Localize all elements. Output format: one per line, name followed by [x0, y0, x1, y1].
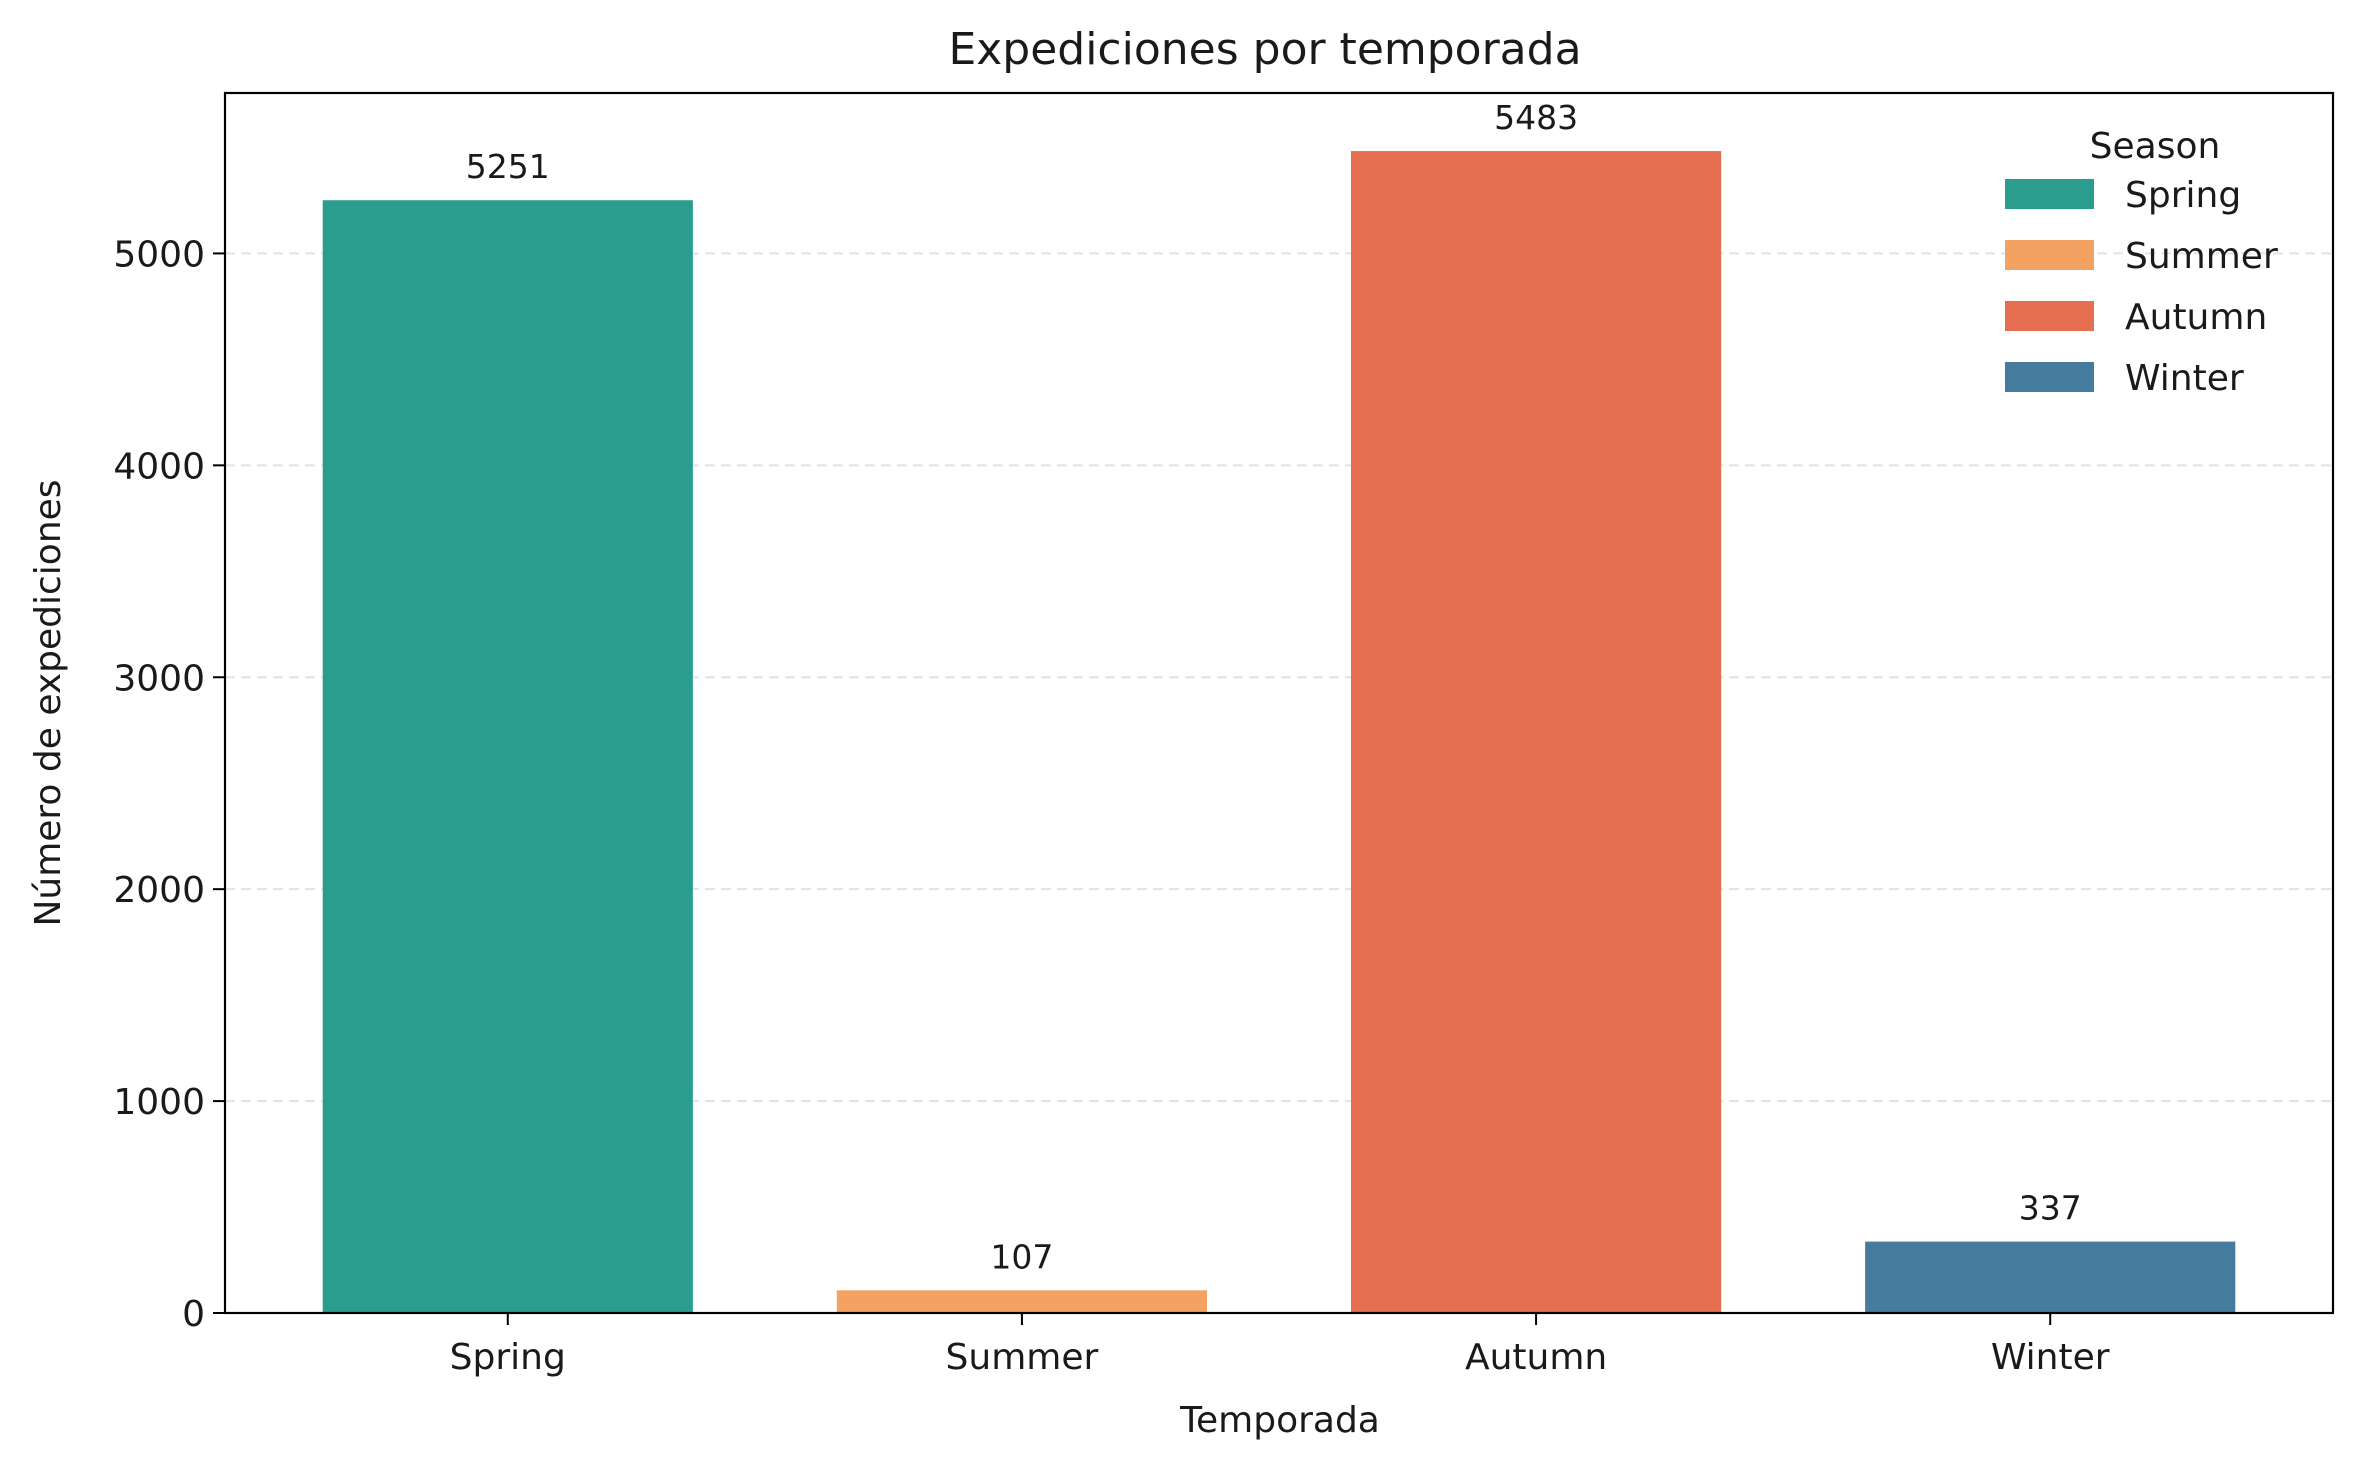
plot-frame [223, 91, 2335, 1315]
y-axis-label: Número de expediciones [28, 479, 69, 926]
y-tick-label: 2000 [113, 870, 205, 911]
bar-value-label: 5483 [1494, 98, 1578, 137]
bar-value-label: 107 [990, 1237, 1053, 1276]
legend-label: Winter [2125, 358, 2244, 399]
x-tick-label: Spring [450, 1337, 566, 1378]
legend-swatch-summer [2005, 240, 2094, 270]
x-tick-label: Autumn [1465, 1337, 1607, 1378]
y-tick-label: 3000 [113, 658, 205, 699]
y-tick-label: 1000 [113, 1082, 205, 1123]
bar-winter [1865, 1241, 2236, 1313]
x-axis: Spring Summer Autumn Winter [450, 1313, 2110, 1378]
bar-value-label: 5251 [466, 147, 550, 186]
legend-swatch-winter [2005, 362, 2094, 392]
y-tick-label: 5000 [113, 234, 205, 275]
chart-title: Expediciones por temporada [948, 24, 1581, 75]
bar-autumn [1350, 151, 1722, 1314]
x-tick-label: Winter [1991, 1337, 2110, 1378]
x-axis-label: Temporada [1179, 1400, 1380, 1441]
bar-spring [322, 200, 693, 1313]
legend-label: Summer [2125, 236, 2278, 277]
bar-summer [836, 1290, 1208, 1313]
legend-swatch-spring [2005, 179, 2094, 209]
y-tick-label: 4000 [113, 446, 205, 487]
legend-swatch-autumn [2005, 301, 2094, 331]
y-tick-label: 0 [182, 1294, 205, 1335]
bar-value-label: 337 [2019, 1189, 2082, 1228]
bar-value-labels: 5251 107 5483 337 [466, 98, 2082, 1276]
legend: Season Spring Summer Autumn Winter [2005, 126, 2278, 399]
legend-label: Spring [2125, 175, 2241, 216]
legend-title: Season [2090, 126, 2221, 167]
y-axis: 0 1000 2000 3000 4000 5000 [113, 234, 225, 1335]
legend-label: Autumn [2125, 297, 2267, 338]
x-tick-label: Summer [946, 1337, 1099, 1378]
legend-items: Spring Summer Autumn Winter [2005, 175, 2278, 399]
bars [322, 151, 2236, 1314]
